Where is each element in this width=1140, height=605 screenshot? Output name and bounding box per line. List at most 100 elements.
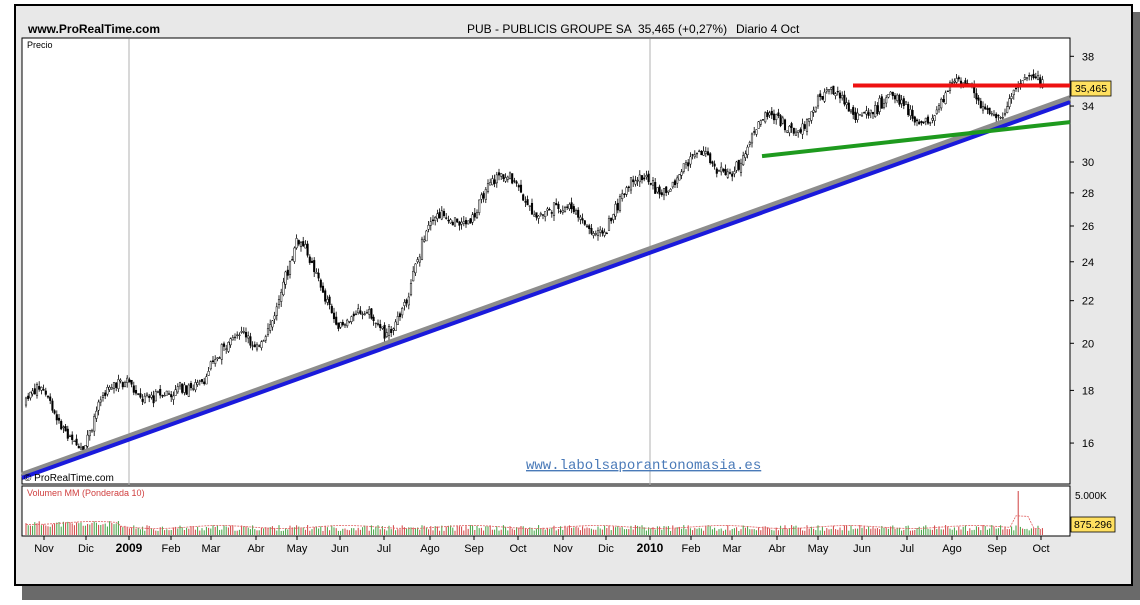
candle [480, 192, 483, 204]
candle [93, 413, 96, 437]
candle [491, 175, 494, 186]
candle [209, 360, 212, 371]
x-tick-label: Sep [464, 543, 484, 555]
candle [632, 175, 635, 187]
candle [29, 391, 32, 401]
trendline-support [21, 100, 1071, 480]
candle [588, 223, 591, 235]
candle [682, 163, 685, 174]
candle [484, 187, 487, 204]
candle [330, 303, 333, 314]
candle [610, 217, 613, 224]
candle [898, 93, 901, 107]
candle [616, 198, 619, 214]
candle [918, 119, 921, 125]
candle [1032, 69, 1035, 80]
candle [348, 321, 351, 324]
x-tick-label: Jun [853, 543, 871, 555]
candle [174, 384, 177, 396]
candle [112, 382, 116, 394]
x-tick-label: Abr [247, 543, 264, 555]
candle [605, 231, 608, 235]
instrument-title: PUB - PUBLICIS GROUPE SA [467, 22, 632, 36]
candle [143, 392, 146, 404]
candle [434, 215, 437, 226]
candle [999, 116, 1002, 120]
candle [625, 185, 628, 197]
candle [416, 257, 419, 264]
x-tick-label: Jul [900, 543, 914, 555]
candle [733, 166, 736, 178]
candle [460, 217, 463, 230]
price-panel-label: Precio [27, 40, 53, 50]
candle [779, 113, 782, 128]
candle [889, 91, 892, 95]
x-tick-label: 2009 [116, 541, 143, 555]
candle [346, 318, 349, 328]
candle [726, 168, 729, 179]
site-link[interactable]: www.labolsaporantonomasia.es [526, 458, 761, 474]
candle [724, 164, 727, 176]
candle [794, 128, 798, 136]
candle [706, 147, 710, 156]
candle [502, 174, 505, 182]
x-tick-label: Feb [682, 543, 701, 555]
candle [236, 331, 239, 339]
candle [799, 127, 802, 134]
candle [887, 94, 890, 99]
candle [757, 120, 760, 129]
x-tick-label: Nov [34, 543, 54, 555]
x-tick-label: Dic [598, 543, 614, 555]
candle [737, 159, 740, 172]
y-tick-label: 16 [1082, 438, 1094, 450]
site-label: www.ProRealTime.com [27, 22, 160, 36]
candle [319, 278, 322, 291]
candle [676, 175, 679, 189]
candle [251, 341, 254, 351]
candle [273, 311, 276, 325]
candle [35, 382, 39, 399]
candle [95, 406, 98, 422]
candle [229, 337, 232, 348]
watermark: © ProRealTime.com [24, 473, 114, 484]
candle [836, 86, 839, 96]
candle [907, 101, 910, 117]
candle [977, 94, 980, 105]
candle [86, 430, 89, 451]
candle [596, 227, 600, 241]
candle [816, 94, 820, 109]
candle [577, 207, 580, 222]
candle [678, 174, 681, 181]
candle [497, 168, 501, 181]
candle [222, 341, 226, 352]
candle [550, 210, 553, 218]
candle [755, 129, 758, 137]
candle [310, 257, 314, 264]
candle [365, 309, 369, 314]
candle [878, 95, 881, 115]
candle [145, 392, 149, 398]
candle [511, 173, 514, 185]
candle [185, 385, 188, 396]
x-tick-label: Mar [723, 543, 742, 555]
candle [295, 234, 298, 250]
candle [768, 110, 771, 119]
candle [376, 319, 380, 327]
candle [260, 340, 263, 351]
candle [225, 344, 228, 354]
candle [1003, 108, 1007, 117]
candle [104, 389, 107, 400]
candle [33, 383, 36, 395]
candle [942, 95, 945, 103]
candle [64, 423, 67, 432]
y-tick-label: 30 [1082, 157, 1094, 169]
candle [176, 383, 179, 394]
candle [462, 216, 465, 227]
candle [486, 179, 490, 194]
candle [524, 196, 527, 208]
candle [541, 214, 545, 220]
candle [394, 319, 397, 331]
candle [148, 393, 151, 403]
candle [924, 117, 927, 126]
candle [436, 209, 439, 223]
